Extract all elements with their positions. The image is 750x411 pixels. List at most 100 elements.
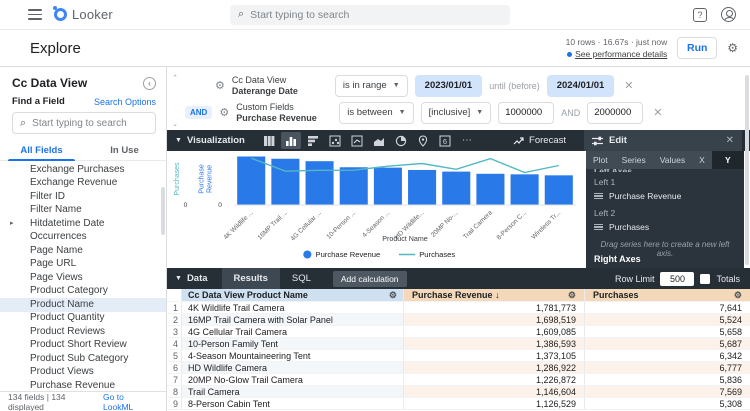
viz-tab-y[interactable]: Y [711, 151, 744, 169]
cell-product-name[interactable]: 16MP Trail Camera with Solar Panel [182, 314, 404, 325]
edit-viz-button[interactable]: Edit ✕ [584, 130, 742, 151]
looker-logo[interactable]: Looker [53, 6, 113, 22]
data-section-toggle[interactable]: ▼ Data [175, 273, 208, 284]
cell-purchases[interactable]: 5,836 [719, 374, 742, 385]
viz-tab-plot[interactable]: Plot [593, 155, 608, 165]
performance-details-link[interactable]: See performance details [575, 49, 668, 59]
series-item-purchase-revenue[interactable]: Purchase Revenue [594, 189, 736, 203]
table-row[interactable]: 6 HD Wildlife Camera 1,286,922 6,777 [167, 362, 750, 374]
field-item[interactable]: Page Views [30, 271, 83, 283]
account-avatar-icon[interactable] [721, 7, 736, 22]
cell-product-name[interactable]: 8-Person Cabin Tent [182, 398, 404, 409]
cell-purchase-revenue[interactable]: 1,146,604 [404, 386, 585, 397]
tab-in-use[interactable]: In Use [110, 145, 139, 156]
field-item[interactable]: Product Reviews [30, 325, 106, 337]
viz-tab-x[interactable]: X [699, 155, 705, 165]
cell-product-name[interactable]: 4-Season Mountaineering Tent [182, 350, 404, 361]
field-item[interactable]: Exchange Revenue [30, 177, 118, 188]
cell-product-name[interactable]: 10-Person Family Tent [182, 338, 404, 349]
cell-purchase-revenue[interactable]: 1,126,529 [404, 398, 585, 409]
collapse-sidebar-icon[interactable]: ‹ [143, 76, 156, 90]
cell-product-name[interactable]: HD Wildlife Camera [182, 362, 404, 373]
cell-product-name[interactable]: 4G Cellular Trail Camera [182, 326, 404, 337]
viz-type-area-chart-icon[interactable] [369, 132, 389, 149]
table-row[interactable]: 1 4K Wildlife Trail Camera 1,781,773 7,641 [167, 302, 750, 314]
remove-filter-icon[interactable]: ✕ [653, 107, 663, 119]
forecast-button[interactable]: Forecast [513, 135, 566, 146]
field-search-input[interactable]: ⌕ Start typing to search [12, 112, 156, 134]
column-gear-icon[interactable]: ⚙ [388, 289, 397, 300]
cell-product-name[interactable]: 20MP No-Glow Trail Camera [182, 374, 404, 385]
tab-results[interactable]: Results [221, 268, 280, 289]
viz-type-scatter-icon[interactable] [325, 132, 345, 149]
viz-tab-values[interactable]: Values [659, 155, 686, 165]
table-row[interactable]: 2 16MP Trail Camera with Solar Panel 1,698… [167, 314, 750, 326]
filter-date-from[interactable]: 2023/01/01 [414, 74, 483, 97]
cell-product-name[interactable]: Trail Camera [182, 386, 404, 397]
filter-operator-select[interactable]: is in range ▼ [334, 74, 408, 97]
visualization-section-toggle[interactable]: ▼ Visualization [175, 135, 245, 146]
filter-gear-icon[interactable]: ⚙ [219, 107, 230, 119]
cell-purchases[interactable]: 5,308 [719, 398, 742, 409]
series-item-purchases[interactable]: Purchases [594, 220, 736, 234]
cell-purchases[interactable]: 5,687 [585, 338, 750, 349]
cell-product-name[interactable]: 4K Wildlife Trail Camera [182, 302, 404, 313]
row-limit-input[interactable] [660, 271, 695, 286]
cell-purchase-revenue[interactable]: 1,373,105 [404, 350, 585, 361]
field-item[interactable]: Product Views [30, 366, 94, 377]
viz-tab-series[interactable]: Series [621, 155, 646, 165]
viz-type-bar-chart-icon[interactable] [303, 132, 323, 149]
field-item[interactable]: Filter ID [30, 190, 65, 202]
global-search-input[interactable]: ⌕ Start typing to search [230, 4, 510, 25]
run-button[interactable]: Run [677, 37, 718, 59]
sidebar-scrollbar[interactable] [161, 187, 165, 235]
hamburger-menu-icon[interactable] [28, 9, 42, 20]
viz-type-single-value-icon[interactable]: 6 [435, 132, 455, 149]
column-gear-icon[interactable]: ⚙ [567, 289, 576, 300]
column-header-purchases[interactable]: Purchases ⚙ [585, 289, 750, 301]
cell-purchase-revenue[interactable]: 1,226,872 [404, 374, 585, 385]
viz-type-more-icon[interactable]: ⋯ [461, 135, 472, 146]
field-item[interactable]: Page URL [30, 258, 77, 269]
field-item[interactable]: Product Name [0, 298, 166, 312]
viz-type-column-chart-icon[interactable] [280, 132, 301, 149]
field-item[interactable]: Product Sub Category [30, 352, 129, 364]
help-icon[interactable]: ? [693, 7, 707, 22]
field-item[interactable]: Product Short Review [30, 339, 127, 350]
viz-type-pie-chart-icon[interactable] [391, 132, 411, 149]
filter-bound-select[interactable]: [inclusive] ▼ [420, 101, 492, 124]
cell-purchases[interactable]: 6,342 [719, 350, 742, 361]
main-scrollbar[interactable] [745, 75, 749, 265]
field-item[interactable]: Filter Name [30, 204, 82, 215]
table-row[interactable]: 9 8-Person Cabin Tent 1,126,529 5,308 [167, 398, 750, 410]
column-header-product-name[interactable]: Cc Data View Product Name ⚙ [182, 289, 404, 301]
cell-purchases[interactable]: 7,569 [585, 386, 750, 397]
close-edit-panel-icon[interactable]: ✕ [725, 135, 734, 146]
tab-all-fields[interactable]: All Fields [0, 140, 83, 161]
totals-checkbox[interactable] [700, 273, 711, 284]
cell-purchases[interactable]: 5,524 [585, 314, 750, 325]
cell-purchase-revenue[interactable]: 1,781,773 [404, 302, 585, 313]
field-item[interactable]: ▸ Hitdatetime Date [10, 217, 105, 229]
field-item[interactable]: Purchase Revenue [30, 379, 116, 391]
column-chart[interactable]: 4K Wildlife ... 16MP Trail ... 4G Cellular… [167, 151, 584, 268]
field-item[interactable]: Exchange Purchases [30, 163, 125, 175]
field-item[interactable]: Page Name [30, 244, 83, 256]
column-gear-icon[interactable]: ⚙ [733, 289, 742, 300]
cell-purchase-revenue[interactable]: 1,698,519 [404, 314, 585, 325]
filter-max-input[interactable]: 2000000 [587, 101, 644, 124]
viz-type-line-chart-icon[interactable] [347, 132, 367, 149]
field-item[interactable]: Product Category [30, 285, 108, 296]
expand-arrow-icon[interactable]: ▸ [10, 220, 14, 227]
table-row[interactable]: 5 4-Season Mountaineering Tent 1,373,105 6,… [167, 350, 750, 362]
table-row[interactable]: 4 10-Person Family Tent 1,386,593 5,687 [167, 338, 750, 350]
table-row[interactable]: 3 4G Cellular Trail Camera 1,609,085 5,658 [167, 326, 750, 338]
viz-type-map-icon[interactable] [413, 132, 433, 149]
table-row[interactable]: 7 20MP No-Glow Trail Camera 1,226,872 5,836 [167, 374, 750, 386]
filter-min-input[interactable]: 1000000 [498, 101, 555, 124]
cell-purchases[interactable]: 7,641 [719, 302, 742, 313]
filter-gear-icon[interactable]: ⚙ [215, 80, 225, 92]
cell-purchase-revenue[interactable]: 1,386,593 [404, 338, 585, 349]
filter-date-to[interactable]: 2024/01/01 [546, 74, 615, 97]
add-calculation-button[interactable]: Add calculation [332, 270, 407, 287]
